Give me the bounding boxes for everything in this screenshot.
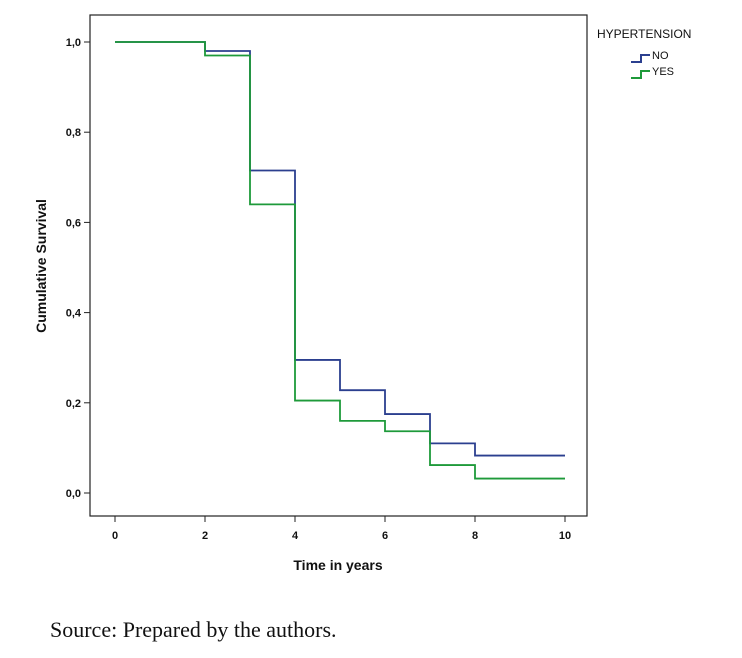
x-tick-label: 2 <box>202 530 208 542</box>
x-tick-label: 8 <box>472 530 478 542</box>
y-axis: 0,0 0,2 0,4 0,6 0,8 1,0 <box>66 37 90 500</box>
y-axis-title: Cumulative Survival <box>33 199 49 333</box>
series-line-yes <box>115 41 565 480</box>
x-tick-label: 10 <box>559 530 571 542</box>
legend-swatch-yes <box>631 70 650 79</box>
y-tick-label: 0,4 <box>66 308 82 320</box>
y-tick-label: 0,6 <box>66 217 81 229</box>
legend-label-yes: YES <box>652 66 674 78</box>
source-caption: Source: Prepared by the authors. <box>50 617 337 642</box>
y-tick-label: 1,0 <box>66 37 81 49</box>
legend-title: HYPERTENSION <box>597 27 691 41</box>
y-tick-label: 0,2 <box>66 398 81 410</box>
series-layer <box>115 41 565 480</box>
plot-frame <box>89 14 588 517</box>
survival-chart: 0,0 0,2 0,4 0,6 0,8 1,0 0 2 4 6 8 10 Time in years… <box>33 14 691 573</box>
x-axis: 0 2 4 6 8 10 <box>112 516 571 542</box>
x-tick-label: 4 <box>292 530 299 542</box>
x-axis-title: Time in years <box>293 557 382 573</box>
y-tick-label: 0,8 <box>66 127 81 139</box>
legend-swatch-no <box>631 54 650 63</box>
legend-label-no: NO <box>652 50 669 62</box>
x-tick-label: 0 <box>112 530 118 542</box>
legend: HYPERTENSION NO YES <box>597 27 691 79</box>
y-tick-label: 0,0 <box>66 488 81 500</box>
series-line-no <box>115 41 565 457</box>
x-tick-label: 6 <box>382 530 388 542</box>
